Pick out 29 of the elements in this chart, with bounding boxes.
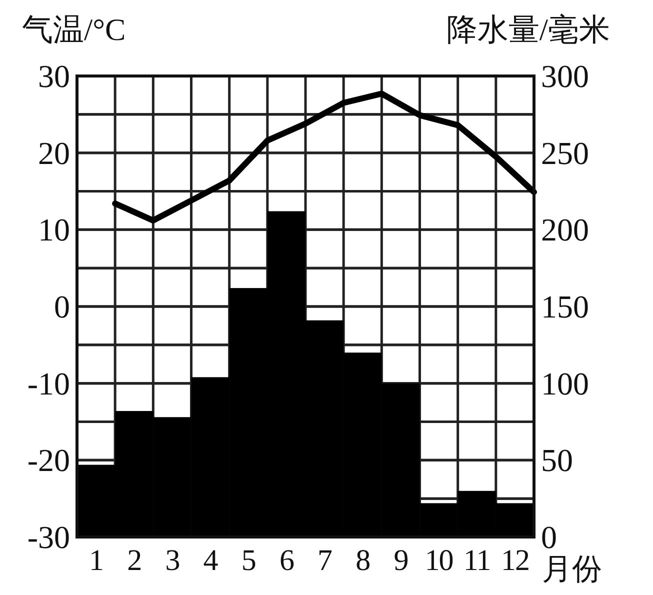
y-axis-title: 气温/°C <box>22 12 126 47</box>
x-axis-title: 月份 <box>542 553 602 586</box>
y2-axis-title: 降水量/毫米 <box>446 12 610 47</box>
x-tick-label: 5 <box>241 544 256 577</box>
x-tick-label: 1 <box>89 544 104 577</box>
y2-tick-label: 300 <box>541 58 589 94</box>
y2-tick-label: 100 <box>541 365 589 402</box>
y-tick-label: -10 <box>27 365 70 402</box>
x-tick-label: 9 <box>394 544 408 577</box>
y-tick-label: 30 <box>38 58 70 94</box>
y-tick-label: -20 <box>27 442 70 478</box>
y-tick-label: 20 <box>38 134 70 171</box>
x-tick-label: 3 <box>165 544 180 577</box>
y2-tick-label: 50 <box>541 442 573 478</box>
x-tick-label: 11 <box>463 544 490 577</box>
y2-tick-label: 0 <box>541 519 557 555</box>
x-tick-label: 6 <box>279 544 294 577</box>
x-tick-label: 4 <box>203 544 218 577</box>
x-tick-label: 12 <box>500 544 529 577</box>
x-tick-label: 8 <box>356 544 370 577</box>
y-tick-label: 0 <box>54 288 70 324</box>
y2-tick-label: 150 <box>541 288 589 324</box>
x-tick-label: 7 <box>318 544 333 577</box>
x-tick-label: 10 <box>424 544 453 577</box>
y-tick-label: 10 <box>38 212 70 248</box>
y2-tick-label: 250 <box>541 134 589 171</box>
y2-tick-label: 200 <box>541 212 589 248</box>
y-tick-label: -30 <box>27 519 70 555</box>
x-tick-label: 2 <box>127 544 142 577</box>
